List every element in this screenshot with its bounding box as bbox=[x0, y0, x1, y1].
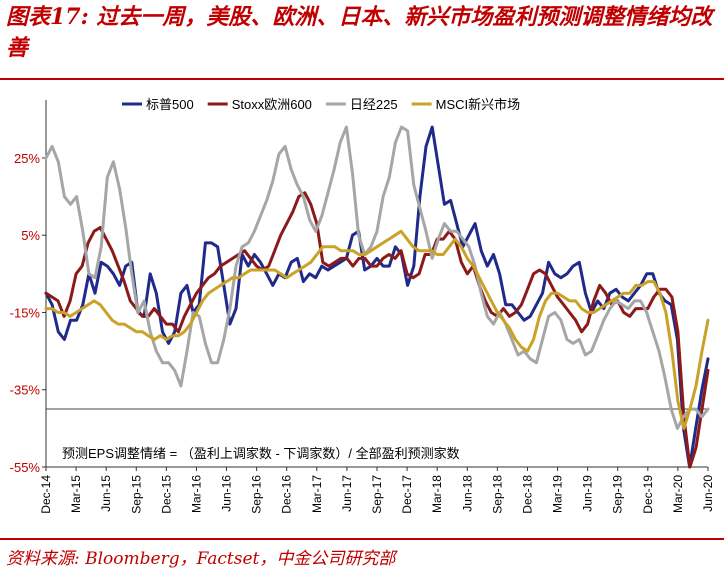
x-tick-label: Dec-16 bbox=[280, 475, 294, 514]
x-tick-label: Jun-18 bbox=[460, 475, 474, 512]
x-tick-label: Jun-15 bbox=[99, 475, 113, 512]
series-line-1 bbox=[44, 191, 710, 469]
series-line-3 bbox=[44, 229, 710, 430]
x-tick-label: Dec-18 bbox=[520, 475, 534, 514]
x-tick-label: Mar-18 bbox=[430, 475, 444, 513]
y-tick-label: 25% bbox=[14, 151, 40, 166]
x-tick-label: Dec-15 bbox=[159, 475, 173, 514]
source-rule bbox=[0, 538, 724, 540]
chart-title: 图表17: 过去一周，美股、欧洲、日本、新兴市场盈利预测调整情绪均改善 bbox=[6, 4, 713, 61]
x-tick-label: Dec-14 bbox=[39, 475, 53, 514]
x-tick-label: Mar-20 bbox=[671, 475, 685, 513]
y-tick-label: -55% bbox=[10, 460, 41, 475]
x-tick-label: Sep-19 bbox=[611, 475, 625, 514]
x-tick-label: Jun-20 bbox=[701, 475, 715, 512]
chart-annotation: 预测EPS调整情绪 = （盈利上调家数 - 下调家数）/ 全部盈利预测家数 bbox=[62, 446, 460, 461]
x-tick-label: Jun-17 bbox=[340, 475, 354, 512]
title-rule bbox=[0, 78, 724, 80]
y-tick-label: 5% bbox=[21, 228, 40, 243]
legend-label-3: MSCI新兴市场 bbox=[436, 97, 521, 112]
x-tick-label: Jun-16 bbox=[220, 475, 234, 512]
x-tick-label: Sep-15 bbox=[129, 475, 143, 514]
x-tick-label: Dec-19 bbox=[641, 475, 655, 514]
series-line-0 bbox=[44, 125, 710, 469]
legend: 标普500 Stoxx欧洲600 日经225 MSCI新兴市场 bbox=[122, 97, 520, 112]
x-tick-label: Dec-17 bbox=[400, 475, 414, 514]
x-tick-label: Mar-15 bbox=[69, 475, 83, 513]
x-tick-label: Mar-17 bbox=[310, 475, 324, 513]
legend-label-2: 日经225 bbox=[350, 97, 398, 112]
x-tick-label: Sep-17 bbox=[370, 475, 384, 514]
x-tick-label: Sep-16 bbox=[250, 475, 264, 514]
legend-label-1: Stoxx欧洲600 bbox=[232, 97, 312, 112]
x-tick-label: Sep-18 bbox=[490, 475, 504, 514]
y-tick-label: -35% bbox=[10, 383, 41, 398]
y-tick-label: -15% bbox=[10, 305, 41, 320]
source-note: 资料来源: Bloomberg，Factset，中金公司研究部 bbox=[6, 549, 396, 569]
x-tick-label: Mar-19 bbox=[551, 475, 565, 513]
legend-label-0: 标普500 bbox=[146, 97, 194, 112]
series-line-2 bbox=[44, 125, 710, 430]
chart-area: 25% 5% -15% -35% -55%Dec-14 Mar-15 Jun-15 Sep-1… bbox=[10, 97, 715, 514]
x-tick-label: Jun-19 bbox=[581, 475, 595, 512]
x-tick-label: Mar-16 bbox=[189, 475, 203, 513]
